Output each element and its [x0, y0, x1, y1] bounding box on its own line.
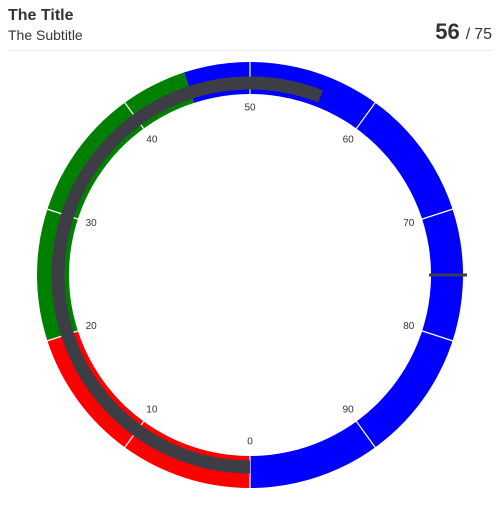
current-value: 56: [435, 19, 460, 44]
gauge-area: 0 10 20 30 40 50 60 70 80 90: [0, 50, 500, 500]
card-title: The Title: [8, 7, 74, 24]
gauge-tick-label: 30: [86, 218, 98, 229]
value-separator: /: [465, 26, 471, 43]
gauge-band-2: [184, 62, 463, 489]
value-readout: 56 /75: [435, 19, 492, 45]
gauge-tick-label: 60: [343, 135, 355, 146]
gauge-tick-mark: [421, 330, 454, 342]
card-header: The Title The Subtitle 56 /75: [8, 6, 492, 51]
gauge-tick-label: 20: [86, 321, 98, 332]
gauge-tick-label: 90: [343, 405, 355, 416]
gauge-tick-label: 10: [146, 405, 158, 416]
gauge-tick-mark: [355, 101, 377, 130]
target-value: 75: [474, 26, 492, 43]
gauge-tick-label: 50: [244, 103, 256, 114]
gauge-tick-label: 70: [403, 218, 415, 229]
gauge-tick-mark: [421, 208, 454, 220]
radial-gauge: 0 10 20 30 40 50 60 70 80 90: [36, 61, 467, 489]
gauge-tick-mark: [355, 420, 377, 449]
gauge-value-track: [51, 76, 324, 474]
card-subtitle: The Subtitle: [8, 27, 83, 43]
gauge-bands: [36, 62, 463, 489]
gauge-tick-label: 0: [247, 437, 253, 448]
gauge-value-bar: [51, 76, 324, 474]
gauge-tick-label: 40: [146, 135, 158, 146]
gauge-tick-labels: 0 10 20 30 40 50 60 70 80 90: [86, 103, 415, 448]
gauge-tick-label: 80: [403, 321, 415, 332]
